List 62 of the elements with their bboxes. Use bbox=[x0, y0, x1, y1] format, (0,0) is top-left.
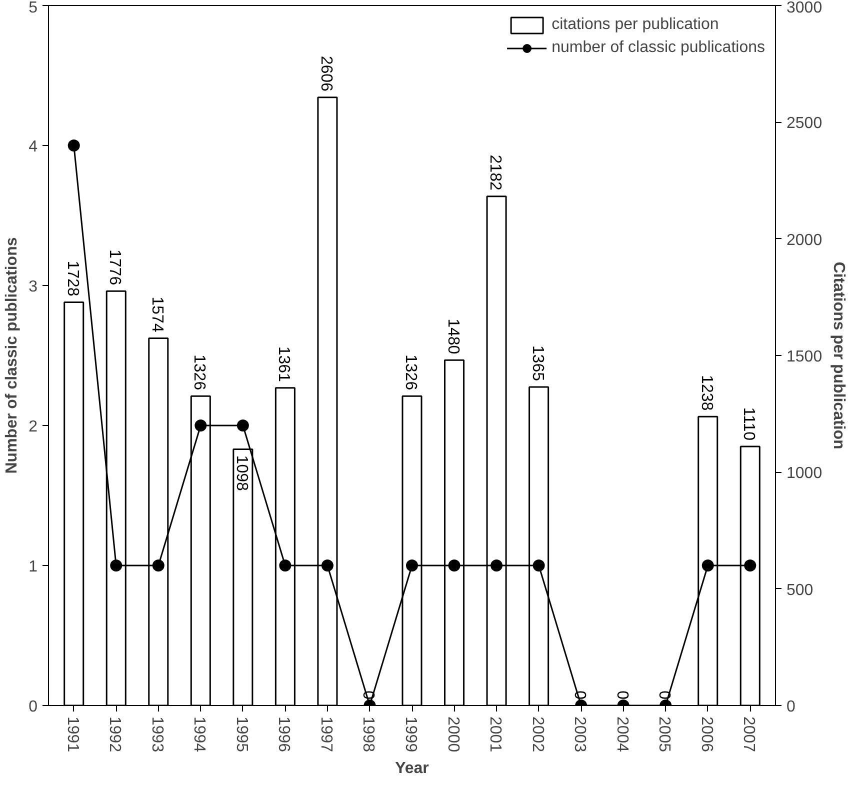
data-label: 2182 bbox=[486, 154, 504, 190]
x-tick-label: 2007 bbox=[740, 716, 758, 752]
point bbox=[68, 140, 80, 152]
x-tick-label: 1996 bbox=[275, 716, 292, 752]
data-label: 1326 bbox=[402, 354, 419, 390]
y2-axis-title: Citations per publication bbox=[830, 262, 848, 450]
x-tick-label: 2001 bbox=[486, 716, 504, 752]
y2-tick-label: 1500 bbox=[786, 348, 822, 366]
point bbox=[448, 560, 460, 572]
data-label: 1361 bbox=[275, 346, 292, 382]
x-tick-label: 2002 bbox=[528, 716, 546, 752]
y-axis-title: Number of classic publications bbox=[4, 237, 21, 474]
y-tick-label: 5 bbox=[28, 0, 38, 16]
point bbox=[152, 560, 164, 572]
y-tick-label: 0 bbox=[28, 698, 38, 716]
point bbox=[702, 560, 714, 572]
point bbox=[532, 560, 545, 572]
point bbox=[279, 560, 292, 572]
x-tick-label: 2000 bbox=[444, 716, 462, 752]
x-tick-label: 1999 bbox=[402, 716, 419, 752]
x-tick-label: 1991 bbox=[64, 716, 81, 752]
y-tick-label: 1 bbox=[28, 558, 38, 576]
y2-tick-label: 500 bbox=[786, 582, 814, 599]
x-tick-label: 1993 bbox=[148, 716, 166, 752]
y2-tick-label: 3000 bbox=[786, 0, 822, 16]
y2-tick-label: 2500 bbox=[786, 115, 822, 132]
data-label: 1480 bbox=[444, 318, 462, 354]
data-label: 0 bbox=[613, 690, 630, 700]
y2-tick-label: 1000 bbox=[786, 465, 822, 482]
data-label: 1574 bbox=[148, 296, 166, 332]
y-tick-label: 4 bbox=[28, 138, 38, 156]
y2-tick-label: 0 bbox=[786, 698, 796, 716]
data-label: 1238 bbox=[698, 375, 715, 411]
point bbox=[321, 560, 334, 572]
point bbox=[110, 560, 122, 572]
x-tick-label: 1992 bbox=[106, 716, 124, 752]
data-label: 1776 bbox=[106, 250, 124, 286]
x-tick-label: 1998 bbox=[360, 716, 377, 752]
data-label: 1728 bbox=[64, 260, 81, 296]
data-label: 1110 bbox=[740, 407, 758, 441]
point bbox=[236, 420, 249, 432]
legend-label: citations per publication bbox=[552, 16, 719, 34]
x-axis-title: Year bbox=[395, 760, 429, 778]
data-label: 2606 bbox=[317, 56, 334, 92]
point bbox=[194, 420, 207, 432]
data-label: 1326 bbox=[190, 354, 208, 390]
point bbox=[744, 560, 756, 572]
y2-tick-label: 2000 bbox=[786, 232, 822, 249]
x-tick-label: 2006 bbox=[698, 716, 715, 752]
point bbox=[490, 560, 503, 572]
x-tick-label: 1994 bbox=[190, 716, 208, 752]
x-tick-label: 1995 bbox=[232, 716, 250, 752]
legend-label: number of classic publications bbox=[552, 39, 765, 57]
x-tick-label: 2005 bbox=[656, 716, 673, 752]
point bbox=[406, 560, 418, 572]
x-tick-label: 2003 bbox=[571, 716, 588, 752]
y-tick-label: 2 bbox=[28, 418, 38, 436]
x-tick-label: 1997 bbox=[317, 716, 334, 752]
data-label: 1098 bbox=[232, 455, 250, 491]
data-label: 1365 bbox=[528, 345, 546, 382]
x-tick-label: 2004 bbox=[613, 716, 630, 752]
y-tick-label: 3 bbox=[28, 278, 38, 296]
